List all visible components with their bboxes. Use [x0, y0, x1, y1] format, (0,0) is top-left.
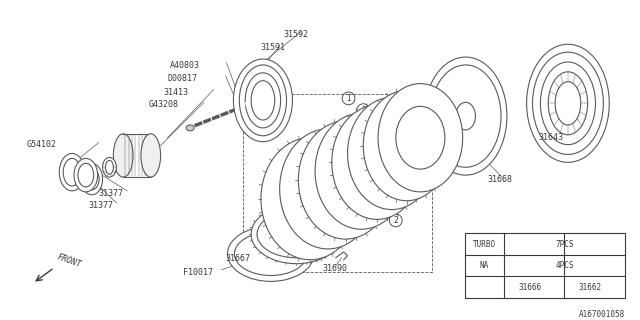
Text: 1: 1 — [361, 106, 365, 115]
Text: NA: NA — [480, 261, 489, 270]
Ellipse shape — [186, 125, 194, 131]
Text: G54102: G54102 — [26, 140, 56, 149]
Text: FRONT: FRONT — [56, 252, 83, 269]
Text: 2: 2 — [570, 285, 574, 290]
Ellipse shape — [141, 134, 161, 177]
Ellipse shape — [280, 129, 376, 249]
Text: 31690: 31690 — [322, 264, 347, 273]
Ellipse shape — [102, 157, 116, 177]
Text: 31662: 31662 — [579, 283, 602, 292]
Text: F10017: F10017 — [183, 268, 213, 276]
Text: 2: 2 — [347, 180, 352, 189]
Text: 31377: 31377 — [99, 189, 124, 198]
Text: 31592: 31592 — [283, 29, 308, 38]
Text: 31668: 31668 — [487, 175, 512, 184]
Ellipse shape — [227, 226, 314, 281]
Ellipse shape — [315, 113, 408, 229]
Ellipse shape — [424, 57, 507, 175]
Text: 2: 2 — [362, 192, 367, 201]
Ellipse shape — [234, 59, 292, 142]
Ellipse shape — [548, 72, 588, 135]
Text: 1: 1 — [510, 285, 514, 290]
Text: 31377: 31377 — [89, 201, 114, 210]
Text: 4PCS: 4PCS — [556, 261, 573, 270]
Bar — [465, 233, 625, 298]
Bar — [243, 94, 432, 272]
Text: 2: 2 — [377, 205, 381, 214]
Text: 1: 1 — [378, 117, 382, 126]
Ellipse shape — [251, 205, 342, 264]
Ellipse shape — [60, 154, 85, 191]
Text: TURBO: TURBO — [473, 239, 496, 249]
Ellipse shape — [348, 97, 436, 210]
Text: 31667: 31667 — [226, 254, 251, 263]
Ellipse shape — [81, 163, 102, 195]
Ellipse shape — [332, 105, 422, 220]
Text: 1: 1 — [346, 94, 351, 103]
Text: 2: 2 — [394, 216, 398, 225]
Text: A40803: A40803 — [170, 61, 200, 70]
Text: 7PCS: 7PCS — [556, 239, 573, 249]
Ellipse shape — [298, 121, 393, 239]
Text: A167001058: A167001058 — [579, 310, 625, 319]
Ellipse shape — [364, 91, 450, 201]
Ellipse shape — [378, 84, 463, 192]
Ellipse shape — [261, 138, 359, 260]
Text: 31643: 31643 — [538, 133, 563, 142]
Ellipse shape — [245, 73, 281, 128]
Text: G43208: G43208 — [148, 100, 179, 109]
Text: D00817: D00817 — [168, 74, 198, 83]
Ellipse shape — [113, 134, 133, 177]
Text: 1: 1 — [394, 130, 398, 139]
Ellipse shape — [527, 44, 609, 162]
Text: 31666: 31666 — [519, 283, 542, 292]
Ellipse shape — [74, 158, 98, 192]
Text: 31413: 31413 — [163, 88, 188, 97]
Text: 31591: 31591 — [260, 43, 285, 52]
